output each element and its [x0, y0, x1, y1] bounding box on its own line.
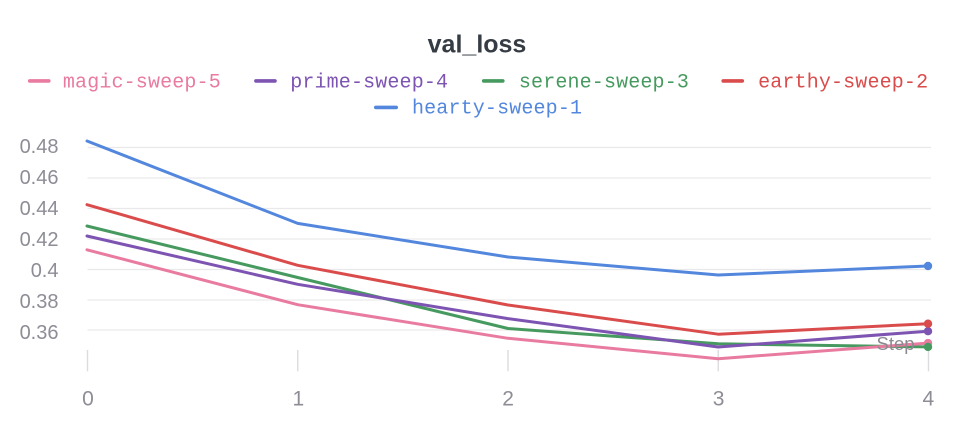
- svg-text:0.36: 0.36: [20, 322, 59, 344]
- svg-text:val_loss: val_loss: [428, 31, 527, 59]
- svg-text:0: 0: [82, 388, 94, 411]
- svg-text:hearty-sweep-1: hearty-sweep-1: [412, 97, 582, 120]
- svg-text:0.44: 0.44: [20, 198, 59, 220]
- svg-text:magic-sweep-5: magic-sweep-5: [63, 71, 221, 94]
- svg-text:0.4: 0.4: [31, 260, 59, 282]
- svg-text:serene-sweep-3: serene-sweep-3: [519, 71, 689, 94]
- svg-text:0.38: 0.38: [20, 291, 59, 313]
- svg-text:0.46: 0.46: [20, 167, 59, 189]
- svg-text:0.48: 0.48: [20, 136, 59, 158]
- svg-text:3: 3: [713, 388, 725, 411]
- svg-text:0.42: 0.42: [20, 229, 59, 251]
- svg-text:1: 1: [292, 388, 304, 411]
- svg-text:Step: Step: [877, 333, 915, 354]
- svg-text:earthy-sweep-2: earthy-sweep-2: [758, 71, 928, 94]
- svg-text:prime-sweep-4: prime-sweep-4: [290, 71, 448, 94]
- svg-text:4: 4: [923, 388, 935, 411]
- svg-text:2: 2: [502, 388, 514, 411]
